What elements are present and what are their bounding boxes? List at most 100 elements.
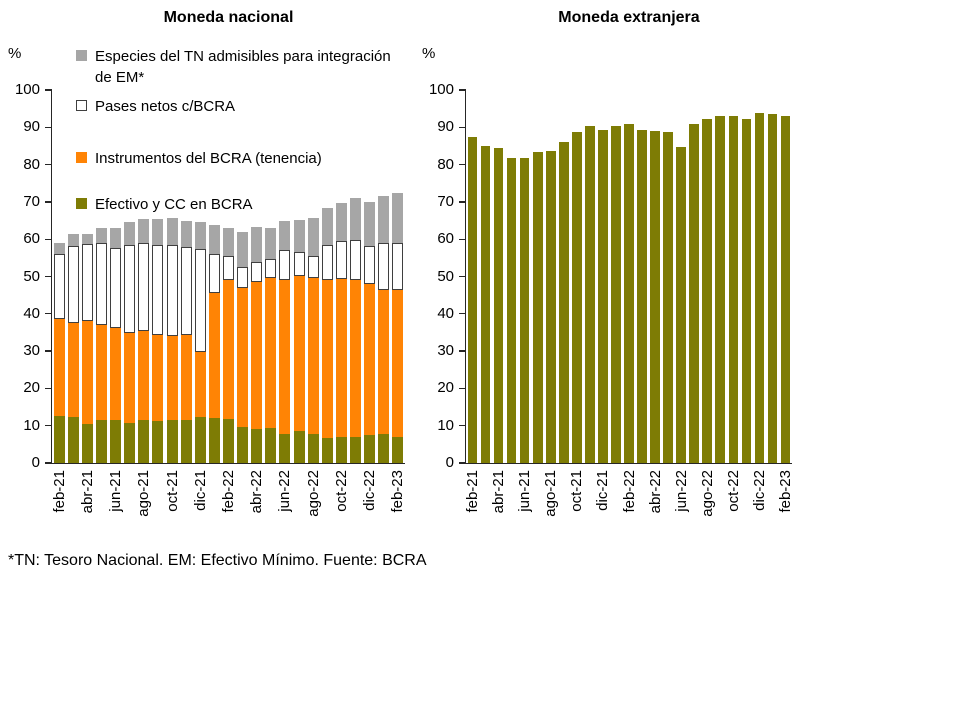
bar-segment-s2-c15 [265,259,277,279]
bar-segment-s0-c18 [307,433,319,463]
bar-segment-s3-c16 [279,220,291,251]
y-tick-label: 0 [31,454,40,471]
bar-segment-s0-c14 [251,429,263,463]
bar-segment-s1-c12 [223,280,234,419]
bar-segment-s3-c22 [364,201,376,246]
bar-segment-s1-c16 [279,280,291,434]
y-tick-label: 80 [437,155,454,173]
y-tick [458,238,466,240]
bar-segment-s3-c21 [350,198,362,240]
bar-segment-s3-c3 [95,228,107,244]
bar-segment-s0-c9 [180,419,192,463]
bar-segment-s2-c0 [53,254,65,320]
bar-segment-s0-c15 [265,427,277,463]
legend-item: Especies del TN admisibles para integrac… [76,46,392,88]
bar-segment-s0-c1 [480,145,491,463]
bar-segment-s0-c7 [559,142,569,463]
y-tick [458,275,466,278]
bar-segment-s0-c6 [545,151,556,463]
bar-segment-s3-c8 [166,217,178,245]
bar-segment-s2-c16 [279,250,291,281]
y-axis-unit-left: % [8,45,22,62]
legend-label: Efectivo y CC en BCRA [95,196,253,213]
bar-segment-s2-c21 [350,239,362,281]
y-tick-label: 50 [437,267,454,285]
bar-segment-s3-c19 [321,208,333,245]
bar-segment-s1-c6 [138,330,150,421]
bar-segment-s1-c19 [321,280,333,439]
bar-segment-s3-c14 [251,226,263,262]
bar-segment-s0-c0 [53,416,65,463]
y-tick-label: 20 [23,379,40,397]
y-tick [44,425,52,427]
y-tick-label: 40 [23,304,40,322]
bar-segment-s2-c23 [378,242,390,290]
bar-segment-s2-c6 [138,242,150,331]
bar-segment-s0-c2 [81,423,93,463]
y-tick-label: 30 [437,342,454,360]
bar-segment-s1-c0 [53,319,65,417]
bar-segment-s1-c13 [237,288,249,427]
bar-segment-s2-c17 [293,252,305,277]
bar-segment-s0-c11 [208,417,220,463]
bar-segment-s1-c10 [194,352,206,418]
legend-label: Especies del TN admisibles para integrac… [95,48,391,86]
bar-segment-s3-c7 [152,218,164,245]
y-tick [44,350,52,352]
bar-segment-s0-c18 [702,119,713,463]
y-tick [44,275,52,278]
bar-segment-s3-c2 [81,233,93,245]
bar-segment-s3-c5 [124,222,136,245]
bar-segment-s2-c14 [251,261,263,282]
y-tick [458,201,466,203]
bar-segment-s0-c7 [152,420,164,463]
bar-segment-s2-c18 [307,256,319,278]
y-tick-label: 40 [437,304,454,322]
chart-title-moneda-nacional: Moneda nacional [163,9,294,26]
bar-segment-s3-c17 [293,219,305,253]
bar-segment-s3-c23 [378,195,390,243]
bar-segment-s3-c10 [194,222,206,249]
y-axis-line [50,90,52,465]
bar-segment-s3-c4 [110,227,122,248]
bar-segment-s3-c9 [180,221,192,247]
bar-segment-s1-c18 [307,277,319,434]
y-tick [458,350,466,352]
bar-segment-s3-c18 [307,217,319,257]
bar-segment-s1-c1 [67,323,79,418]
y-tick-label: 50 [23,267,40,285]
bar-segment-s0-c15 [663,132,673,463]
bar-segment-s2-c8 [166,244,178,337]
bar-segment-s1-c2 [81,321,93,424]
bar-segment-s1-c14 [251,281,263,430]
bar-segment-s0-c4 [110,419,122,463]
legend-label: Instrumentos del BCRA (tenencia) [95,150,322,167]
y-tick-label: 80 [23,155,40,173]
y-axis-line [464,90,466,465]
bar-segment-s0-c3 [95,419,107,463]
bar-segment-s2-c5 [124,244,136,333]
bar-segment-s0-c0 [467,136,478,463]
bar-segment-s1-c8 [166,336,178,421]
bar-segment-s1-c21 [350,280,362,438]
y-tick [44,462,52,464]
bar-segment-s0-c8 [166,420,178,463]
bar-segment-s2-c1 [67,245,79,324]
bar-segment-s2-c13 [237,266,249,289]
bar-segment-s0-c11 [611,126,621,463]
bar-segment-s0-c14 [650,131,660,463]
legend-swatch-icon [76,198,87,209]
bar-segment-s2-c9 [180,246,192,335]
x-axis-line [50,463,405,465]
y-tick [44,89,52,91]
legend-item: Instrumentos del BCRA (tenencia) [76,148,392,169]
y-tick [458,89,466,91]
bar-segment-s0-c3 [506,158,517,463]
legend-item: Efectivo y CC en BCRA [76,194,392,215]
bar-segment-s2-c24 [392,242,404,290]
bar-segment-s2-c12 [223,255,234,281]
bar-segment-s1-c20 [335,279,347,437]
bar-segment-s2-c3 [95,243,107,326]
